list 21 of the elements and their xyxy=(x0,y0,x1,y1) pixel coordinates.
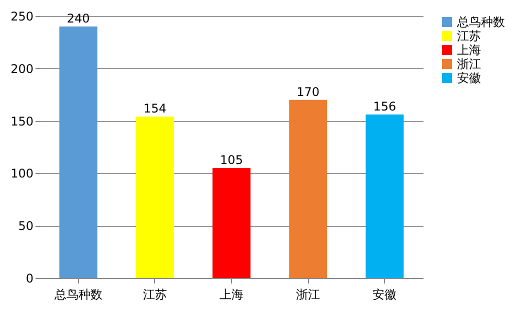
y-tick-label: 150 xyxy=(10,114,34,128)
x-tick-label: 浙江 xyxy=(296,288,320,302)
x-tick-label: 安徽 xyxy=(372,288,397,302)
legend-label: 安徽 xyxy=(457,71,481,85)
y-tick-label: 200 xyxy=(10,62,34,76)
legend-label: 浙江 xyxy=(457,57,481,71)
data-label: 170 xyxy=(296,84,320,99)
data-label: 105 xyxy=(220,152,243,167)
x-tick-label: 总鸟种数 xyxy=(53,288,102,302)
legend-label: 江苏 xyxy=(457,29,481,43)
data-label: 154 xyxy=(143,102,166,116)
y-tick-label: 50 xyxy=(18,219,34,234)
legend-label: 上海 xyxy=(457,43,481,57)
x-tick-label: 江苏 xyxy=(142,288,167,302)
y-tick-label: 100 xyxy=(10,166,34,181)
data-label: 156 xyxy=(373,100,396,114)
y-tick-label: 0 xyxy=(26,272,34,286)
x-tick-label: 上海 xyxy=(220,288,244,302)
data-label: 240 xyxy=(66,11,90,26)
legend-label: 总鸟种数 xyxy=(456,15,505,29)
y-tick-label: 250 xyxy=(10,10,34,24)
